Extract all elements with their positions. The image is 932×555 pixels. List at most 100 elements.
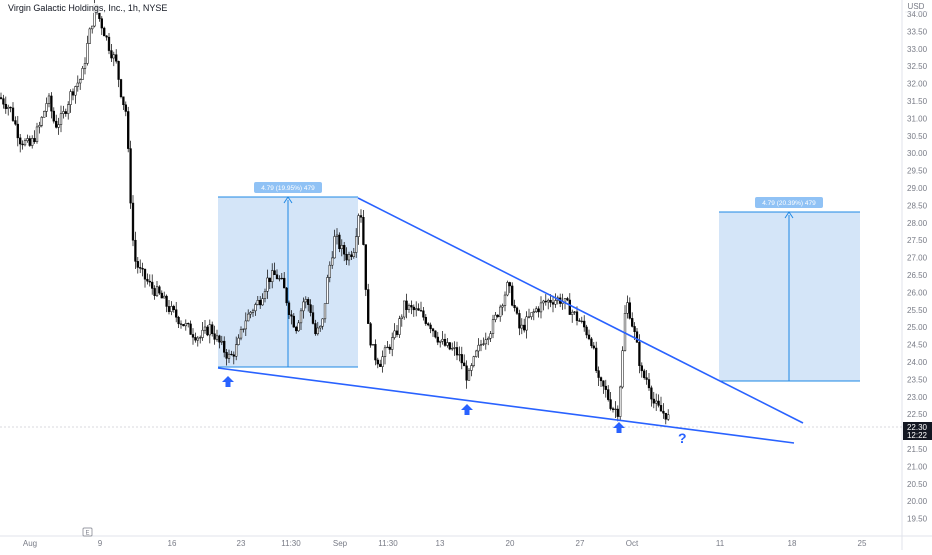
x-tick-label: 23 [237,539,246,548]
earnings-event-icon[interactable]: E [82,527,93,537]
candle [26,134,29,143]
candle [31,135,34,149]
bar-countdown: 12:22 [907,431,928,440]
candle [539,296,543,319]
y-tick-label: 21.00 [907,462,928,471]
candle [55,114,58,129]
candle [587,329,591,341]
candle [472,355,475,368]
candle [321,318,324,330]
candle [112,51,115,67]
candle [436,331,439,346]
candle [388,344,391,354]
y-tick-label: 26.00 [907,288,928,297]
candle [412,304,415,317]
x-tick-label: 16 [168,539,177,548]
candle [167,299,171,315]
candle [155,281,159,298]
candle [525,311,528,339]
candle [275,269,279,280]
candle [314,319,317,336]
candle [129,140,132,209]
x-tick-label: 25 [858,539,867,548]
candle [535,306,538,314]
y-tick-label: 33.00 [907,45,928,54]
candle [177,315,180,329]
candle [643,368,646,380]
candle [371,344,375,346]
candle [599,376,603,387]
x-tick-label: 11:30 [281,539,301,548]
candle [335,228,339,245]
candle [578,318,581,322]
candle [650,385,653,407]
candle [369,322,372,348]
candle [652,391,655,409]
x-tick-label: 20 [506,539,515,548]
candle [393,323,396,340]
candle [199,335,202,344]
upper-trendline[interactable] [357,197,804,424]
candle [331,251,334,269]
candle [350,250,353,260]
x-tick-label: 13 [436,539,445,548]
candle [515,306,519,315]
lower-trendline[interactable] [217,367,795,444]
candle [43,110,46,118]
candle [429,322,432,334]
measure-box-1-arrowhead [283,196,293,204]
candle [367,283,370,324]
y-tick-label: 20.00 [907,497,928,506]
candle [383,345,387,365]
candle [107,32,111,55]
candle [9,106,12,113]
candle [158,285,161,295]
candle [146,273,149,285]
y-tick-label: 27.50 [907,236,928,245]
y-tick-label: 24.50 [907,341,928,350]
candle [57,117,60,135]
candle [40,116,43,128]
candle [484,332,487,350]
arrow-up-icon [613,422,625,433]
candle [547,298,550,310]
candle [297,320,300,332]
last-price-value: 22.30 [907,423,928,432]
candle [278,275,281,282]
time-axis[interactable]: Aug 9 16 23 11:30 Sep 11:30 13 20 27 Oct 11 18 25 [23,539,867,548]
candle [405,293,408,319]
candle [463,354,466,367]
measure-box-2[interactable]: 4.79 (20.39%) 479 [719,197,860,382]
y-tick-label: 23.00 [907,393,928,402]
candle [218,334,221,349]
candle [532,308,535,321]
candle [19,134,22,153]
candle [239,326,243,341]
x-tick-label: Oct [626,539,639,548]
candle [290,310,293,325]
candle [458,346,461,362]
candle [64,108,67,117]
candle [143,268,147,288]
candle [148,274,151,287]
candle [410,300,413,315]
candle [631,312,634,328]
candle [446,337,449,348]
candle [501,303,504,316]
candle [640,362,643,378]
candle [74,85,77,104]
symbol-title[interactable]: Virgin Galactic Holdings, Inc., 1h, NYSE [6,3,170,13]
candle [227,349,231,363]
y-tick-label: 32.50 [907,62,928,71]
candle [441,330,444,345]
x-tick-label: 18 [788,539,797,548]
candle [659,396,663,412]
candle [163,291,166,299]
currency-label: USD [908,2,925,11]
candle [268,277,271,290]
candle [189,320,192,335]
candle [523,318,526,333]
x-tick-label: 11 [716,539,725,548]
